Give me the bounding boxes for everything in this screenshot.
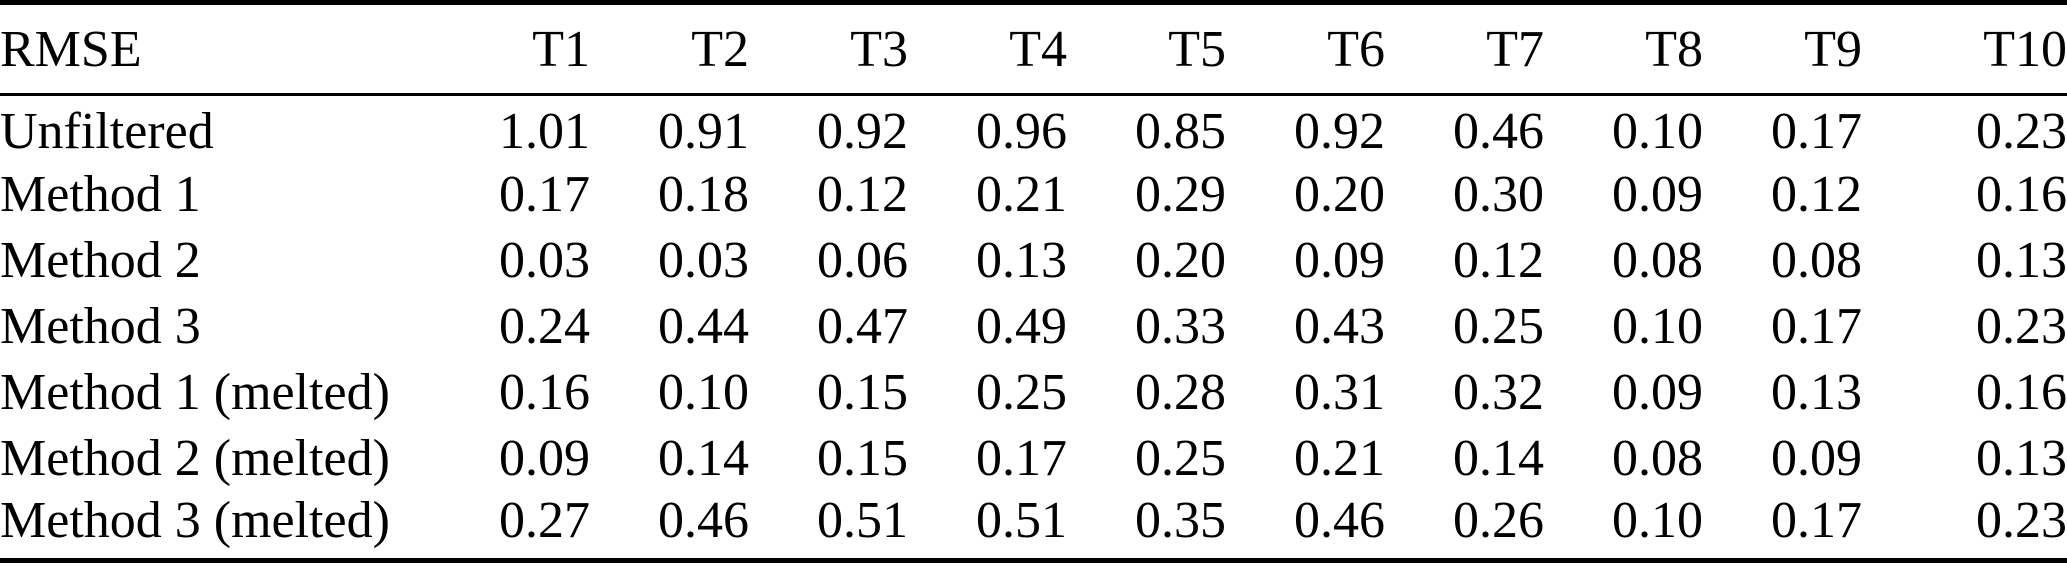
value-cell: 0.31 xyxy=(1294,363,1385,421)
table-title-header: RMSE xyxy=(0,2,431,96)
value-cell: 0.21 xyxy=(1294,429,1385,487)
value-cell: 0.10 xyxy=(658,363,749,421)
value-cell: 0.20 xyxy=(1294,165,1385,223)
table-row: Method 2 0.03 0.03 0.06 0.13 0.20 0.09 0.12 0.08… xyxy=(0,227,2067,293)
column-header: T5 xyxy=(1067,2,1226,96)
value-cell: 0.17 xyxy=(1771,492,1862,549)
value-cell: 0.24 xyxy=(499,297,590,355)
value-cell: 0.25 xyxy=(1135,429,1226,487)
value-cell: 0.08 xyxy=(1612,429,1703,487)
value-cell: 0.23 xyxy=(1976,297,2067,355)
table-row: Method 3 0.24 0.44 0.47 0.49 0.33 0.43 0.25 0.10… xyxy=(0,293,2067,359)
value-cell: 0.96 xyxy=(976,103,1067,160)
value-cell: 0.09 xyxy=(1612,363,1703,421)
value-cell: 0.91 xyxy=(658,103,749,160)
value-cell: 0.92 xyxy=(1294,103,1385,160)
value-cell: 0.28 xyxy=(1135,363,1226,421)
column-header: T7 xyxy=(1385,2,1544,96)
column-header: T4 xyxy=(908,2,1067,96)
value-cell: 0.25 xyxy=(1453,297,1544,355)
value-cell: 0.44 xyxy=(658,297,749,355)
value-cell: 0.15 xyxy=(817,363,908,421)
value-cell: 0.17 xyxy=(1771,297,1862,355)
column-header: T9 xyxy=(1703,2,1862,96)
value-cell: 0.12 xyxy=(817,165,908,223)
row-label: Method 2 xyxy=(0,231,201,289)
value-cell: 0.08 xyxy=(1771,231,1862,289)
value-cell: 0.14 xyxy=(1453,429,1544,487)
row-label: Method 1 (melted) xyxy=(0,363,390,421)
value-cell: 0.92 xyxy=(817,103,908,160)
column-header: T3 xyxy=(749,2,908,96)
value-cell: 0.23 xyxy=(1976,103,2067,160)
value-cell: 0.32 xyxy=(1453,363,1544,421)
value-cell: 0.10 xyxy=(1612,297,1703,355)
value-cell: 0.30 xyxy=(1453,165,1544,223)
value-cell: 0.13 xyxy=(1771,363,1862,421)
value-cell: 0.13 xyxy=(1976,231,2067,289)
value-cell: 0.09 xyxy=(1294,231,1385,289)
table-header-row: RMSE T1 T2 T3 T4 T5 T6 T7 T8 T9 T10 xyxy=(0,2,2067,96)
table-row: Method 2 (melted) 0.09 0.14 0.15 0.17 0.25 0.2… xyxy=(0,425,2067,491)
value-cell: 0.49 xyxy=(976,297,1067,355)
value-cell: 0.51 xyxy=(817,492,908,549)
value-cell: 0.18 xyxy=(658,165,749,223)
row-label: Method 3 (melted) xyxy=(0,492,390,549)
value-cell: 0.35 xyxy=(1135,492,1226,549)
value-cell: 0.14 xyxy=(658,429,749,487)
value-cell: 0.16 xyxy=(1976,363,2067,421)
column-header: T2 xyxy=(590,2,749,96)
value-cell: 0.10 xyxy=(1612,492,1703,549)
value-cell: 0.16 xyxy=(1976,165,2067,223)
row-label: Method 3 xyxy=(0,297,201,355)
value-cell: 0.51 xyxy=(976,492,1067,549)
row-label: Method 2 (melted) xyxy=(0,429,390,487)
value-cell: 0.12 xyxy=(1453,231,1544,289)
value-cell: 1.01 xyxy=(499,103,590,160)
value-cell: 0.85 xyxy=(1135,103,1226,160)
value-cell: 0.33 xyxy=(1135,297,1226,355)
rmse-table: RMSE T1 T2 T3 T4 T5 T6 T7 T8 T9 T10 Unfiltered 1.01… xyxy=(0,0,2067,563)
value-cell: 0.03 xyxy=(499,231,590,289)
value-cell: 0.46 xyxy=(1294,492,1385,549)
value-cell: 0.46 xyxy=(1453,103,1544,160)
value-cell: 0.16 xyxy=(499,363,590,421)
column-header: T8 xyxy=(1544,2,1703,96)
value-cell: 0.10 xyxy=(1612,103,1703,160)
value-cell: 0.27 xyxy=(499,492,590,549)
value-cell: 0.47 xyxy=(817,297,908,355)
column-header: T10 xyxy=(1862,2,2067,96)
table-row: Method 3 (melted) 0.27 0.46 0.51 0.51 0.35 0.4… xyxy=(0,491,2067,561)
value-cell: 0.26 xyxy=(1453,492,1544,549)
column-header: T6 xyxy=(1226,2,1385,96)
table-row: Unfiltered 1.01 0.91 0.92 0.96 0.85 0.92 0.46 0.… xyxy=(0,95,2067,162)
value-cell: 0.15 xyxy=(817,429,908,487)
row-label: Unfiltered xyxy=(0,103,214,160)
value-cell: 0.13 xyxy=(976,231,1067,289)
value-cell: 0.09 xyxy=(1771,429,1862,487)
value-cell: 0.08 xyxy=(1612,231,1703,289)
value-cell: 0.17 xyxy=(499,165,590,223)
value-cell: 0.06 xyxy=(817,231,908,289)
value-cell: 0.25 xyxy=(976,363,1067,421)
row-label: Method 1 xyxy=(0,165,201,223)
table-row: Method 1 0.17 0.18 0.12 0.21 0.29 0.20 0.30 0.09… xyxy=(0,161,2067,227)
column-header: T1 xyxy=(431,2,590,96)
value-cell: 0.12 xyxy=(1771,165,1862,223)
value-cell: 0.46 xyxy=(658,492,749,549)
value-cell: 0.29 xyxy=(1135,165,1226,223)
value-cell: 0.13 xyxy=(1976,429,2067,487)
value-cell: 0.17 xyxy=(1771,103,1862,160)
value-cell: 0.03 xyxy=(658,231,749,289)
value-cell: 0.20 xyxy=(1135,231,1226,289)
value-cell: 0.17 xyxy=(976,429,1067,487)
value-cell: 0.09 xyxy=(1612,165,1703,223)
paper-table-figure: RMSE T1 T2 T3 T4 T5 T6 T7 T8 T9 T10 Unfiltered 1.01… xyxy=(0,0,2067,563)
value-cell: 0.23 xyxy=(1976,492,2067,549)
value-cell: 0.43 xyxy=(1294,297,1385,355)
table-row: Method 1 (melted) 0.16 0.10 0.15 0.25 0.28 0.3… xyxy=(0,359,2067,425)
table-body: Unfiltered 1.01 0.91 0.92 0.96 0.85 0.92 0.46 0.… xyxy=(0,95,2067,561)
value-cell: 0.09 xyxy=(499,429,590,487)
value-cell: 0.21 xyxy=(976,165,1067,223)
